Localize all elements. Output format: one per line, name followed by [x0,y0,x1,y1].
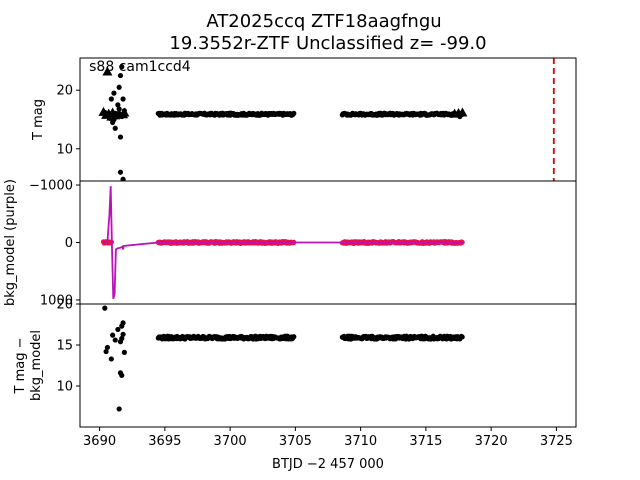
bkg-model-line [103,186,463,300]
y-axis-label: T mag [31,99,46,141]
y-tick-label: 0 [65,236,73,251]
data-point [119,335,125,342]
y-axis-label-line: T mag − [13,338,28,395]
data-point [108,356,114,362]
chart-title-line1: AT2025ccq ZTF18aagfngu [206,11,441,32]
upper-limit-marker [457,107,468,117]
x-tick-label: 3705 [279,434,312,449]
x-tick-label: 3720 [475,434,508,449]
data-point [117,169,124,175]
y-axis-label-line: bkg_model (purple) [3,179,18,306]
y-axis-label: T mag −bkg_model [13,330,44,401]
data-point [111,90,117,96]
y-tick-label: 20 [56,84,73,99]
y-tick-label: −1000 [29,179,73,194]
data-point [104,344,111,351]
plot-area [98,58,555,181]
y-tick-label: 1000 [40,293,73,308]
x-tick-label: 3695 [148,434,181,449]
data-point [119,372,125,378]
data-point [108,96,114,102]
x-tick-label: 3710 [344,434,377,449]
data-point [116,406,122,412]
data-point [120,331,126,337]
data-point [103,348,109,355]
y-tick-label: 15 [56,339,73,354]
plot-area [100,186,465,300]
data-point [115,326,121,333]
data-point [291,334,297,340]
panel-1: 10 20 T mag s88 cam1ccd4 [31,57,577,182]
upper-limit-marker [102,66,113,76]
panel-frame [79,303,577,428]
data-point [120,320,126,326]
data-point [455,335,462,341]
plot-area [102,305,465,412]
data-point [119,64,125,70]
data-point [102,305,108,311]
data-point [115,102,121,108]
y-tick-label: 20 [56,298,73,313]
data-point [121,349,127,355]
sector-label: s88 cam1ccd4 [89,59,191,75]
data-point [120,96,126,102]
data-point [120,176,126,181]
panel-3: 10 15 20 T mag −bkg_model 3690 3695 3700 3705 37… [13,298,577,449]
y-axis-label: bkg_model (purple) [3,179,18,306]
x-axis-label: BTJD −2 457 000 [272,457,384,472]
data-point [291,110,297,116]
x-tick-label: 3715 [409,434,442,449]
y-axis-label-line: bkg_model [29,330,44,401]
upper-limit-marker [119,107,130,117]
data-point [112,125,118,131]
data-point [112,337,118,343]
y-tick-label: 10 [56,142,73,157]
x-tick-label: 3700 [214,434,247,449]
data-point [110,332,116,338]
data-point [116,84,122,90]
panel-frame [79,57,577,182]
data-point [117,134,124,140]
y-tick-label: 10 [56,380,73,395]
y-axis-label-line: T mag [31,99,46,141]
panel-2: 1000 0 −1000 bkg_model (purple) [3,179,577,308]
x-tick-label: 3690 [83,434,116,449]
chart-title-line2: 19.3552r-ZTF Unclassified z= -99.0 [169,33,486,54]
x-tick-label: 3725 [540,434,573,449]
data-point [117,72,124,79]
